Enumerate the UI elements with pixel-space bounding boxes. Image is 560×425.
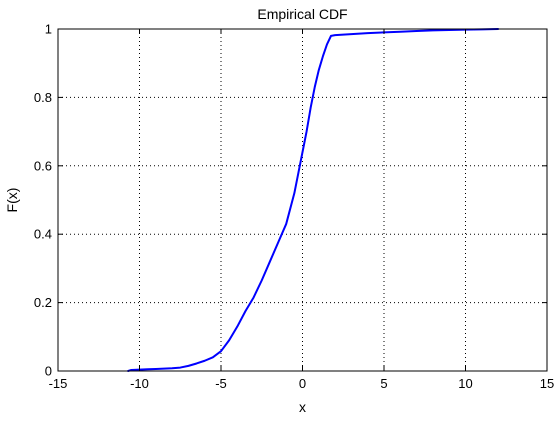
x-tick-label: -10 <box>130 376 149 391</box>
x-tick-label: -15 <box>49 376 68 391</box>
cdf-series-line <box>127 28 500 372</box>
x-tick-label: -5 <box>215 376 227 391</box>
y-tick-label: 1 <box>45 22 52 37</box>
chart-title: Empirical CDF <box>257 6 347 22</box>
grid-layer <box>58 29 547 371</box>
y-tick-label: 0.4 <box>34 227 52 242</box>
y-tick-label: 0.2 <box>34 295 52 310</box>
y-axis-label: F(x) <box>4 188 20 213</box>
plot-frame <box>57 28 548 372</box>
ticks-layer: -15 -10 -5 0 5 10 15 0 0.2 0.4 0.6 0.8 1 <box>34 22 554 392</box>
x-tick-label: 0 <box>299 376 306 391</box>
x-axis-label: x <box>299 399 306 415</box>
x-tick-label: 5 <box>380 376 387 391</box>
y-tick-label: 0.8 <box>34 90 52 105</box>
data-layer <box>127 28 500 372</box>
y-tick-label: 0.6 <box>34 158 52 173</box>
x-tick-label: 10 <box>458 376 472 391</box>
y-tick-label: 0 <box>45 364 52 379</box>
x-tick-label: 15 <box>540 376 554 391</box>
